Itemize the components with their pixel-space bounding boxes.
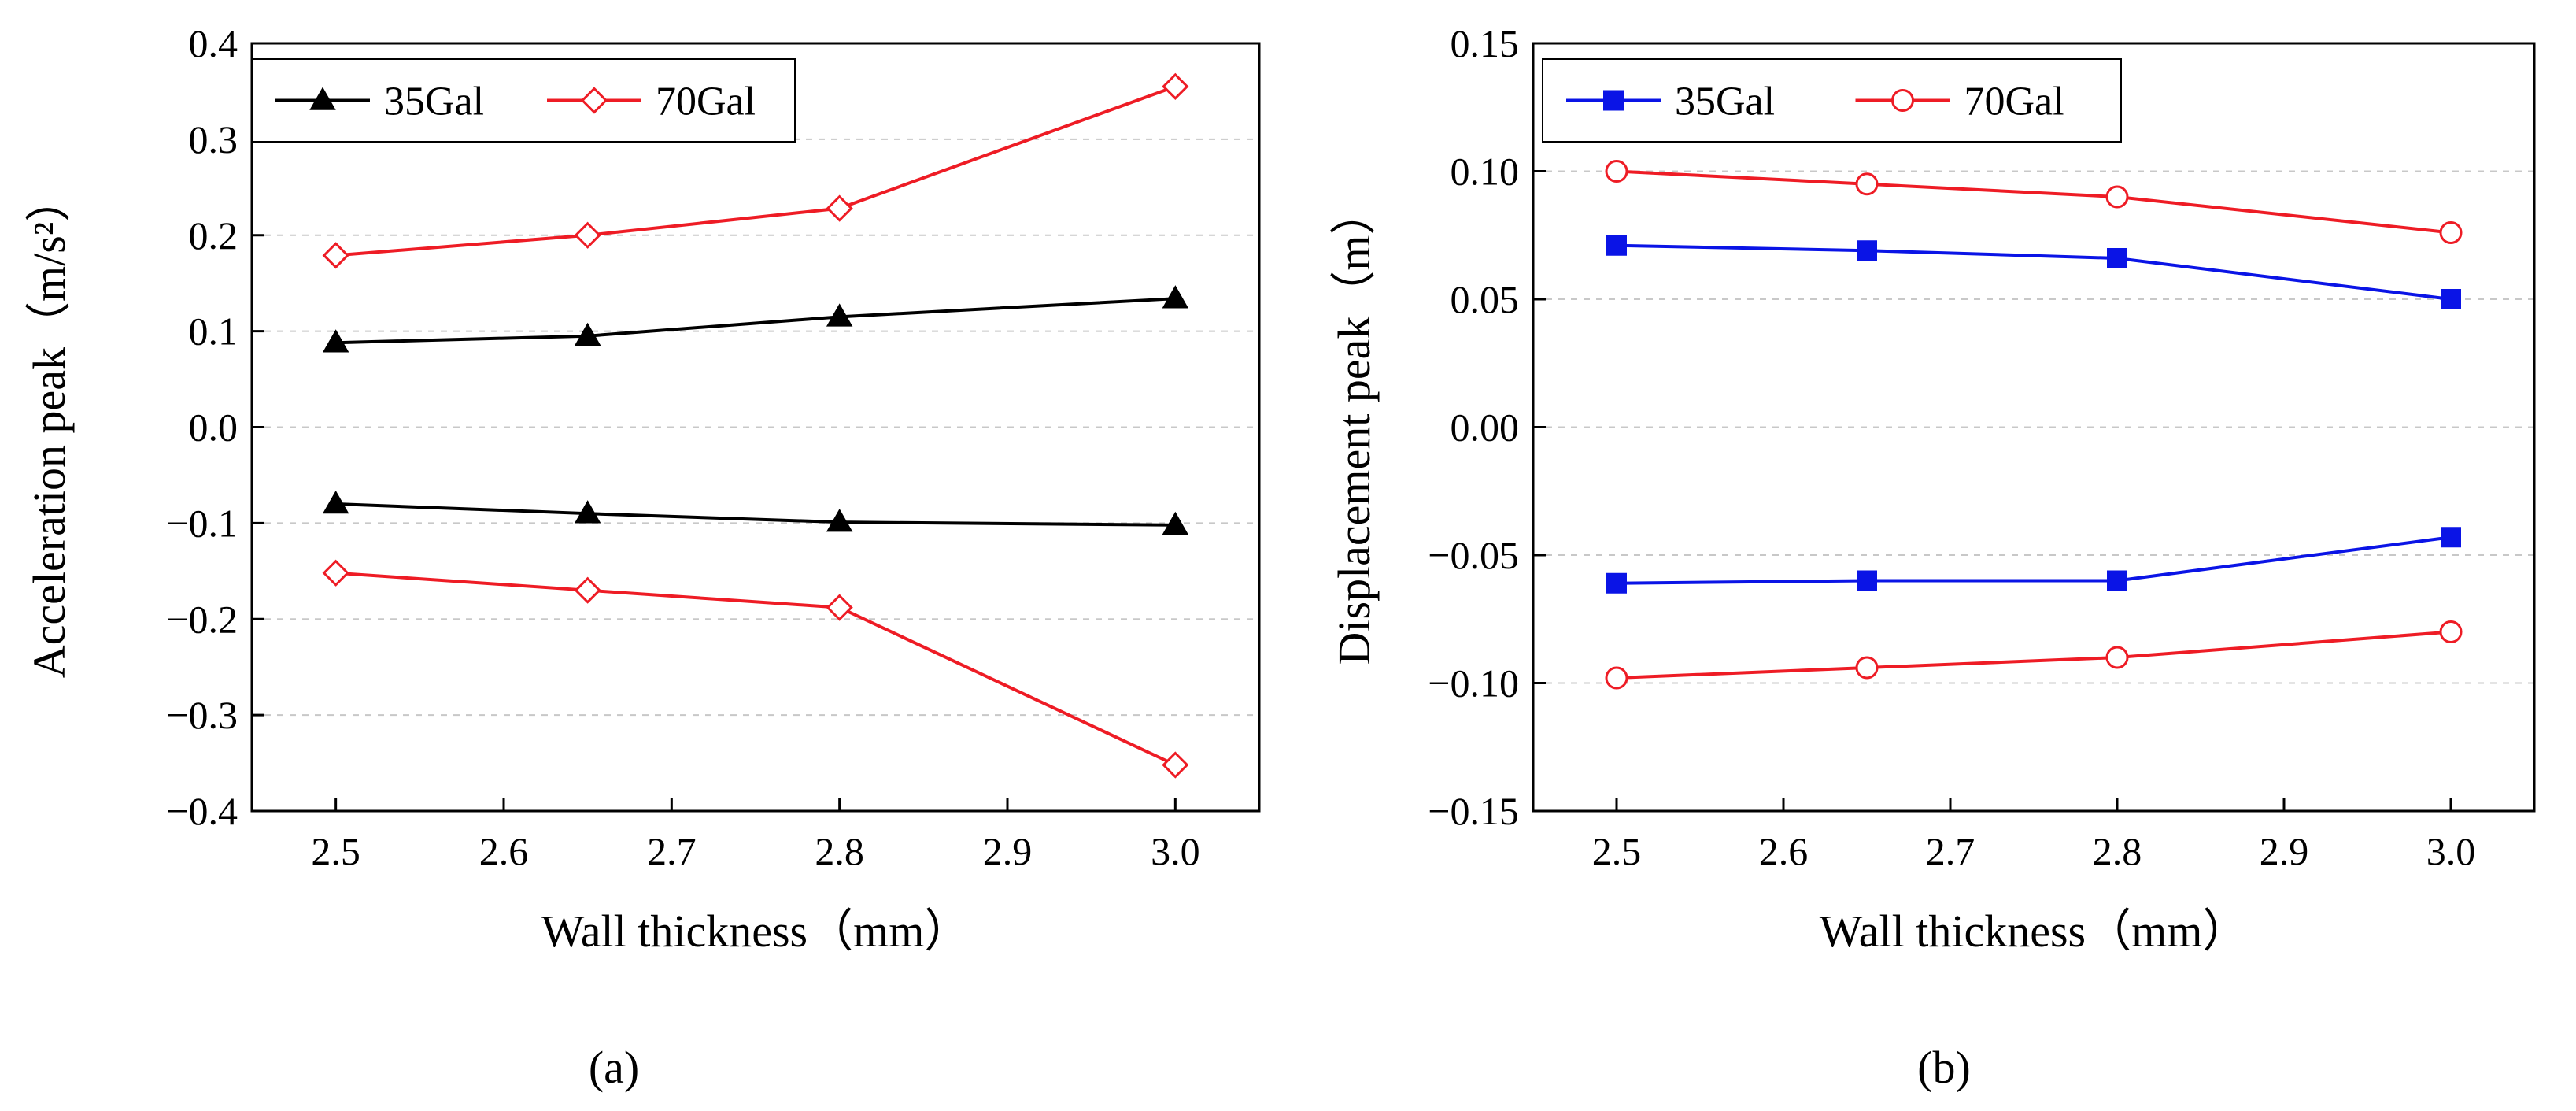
x-tick-label: 2.5 — [1592, 829, 1642, 873]
y-tick-label: 0.10 — [1451, 150, 1520, 194]
data-point — [322, 329, 349, 353]
data-point — [574, 221, 601, 249]
data-point — [1162, 285, 1189, 309]
y-tick-label: 0.1 — [189, 309, 238, 354]
data-point — [574, 576, 601, 604]
data-point — [1605, 160, 1628, 183]
x-axis-title: Wall thickness（mm） — [1820, 905, 2249, 957]
legend-marker — [1603, 90, 1624, 111]
legend: 35Gal 70Gal — [1542, 58, 2122, 143]
y-tick-label: −0.15 — [1428, 789, 1519, 833]
y-tick-label: −0.3 — [166, 693, 238, 737]
data-point — [2107, 570, 2127, 591]
data-point — [1606, 235, 1627, 256]
x-tick-label: 2.8 — [2093, 829, 2142, 873]
x-tick-label: 2.6 — [479, 829, 529, 873]
data-point — [2441, 527, 2461, 548]
series-line — [335, 571, 1177, 767]
y-tick-label: 0.15 — [1451, 21, 1520, 65]
series-line — [335, 84, 1177, 257]
y-tick-label: −0.05 — [1428, 533, 1519, 577]
y-tick-label: −0.1 — [166, 501, 238, 545]
legend-marker — [1891, 89, 1914, 112]
x-tick-label: 2.9 — [2260, 829, 2309, 873]
y-tick-label: −0.10 — [1428, 661, 1519, 705]
data-point — [574, 500, 601, 524]
legend-label: 35Gal — [1675, 80, 1775, 124]
series-70Gal-positive — [1605, 160, 2463, 244]
data-point — [322, 559, 349, 587]
legend-label: 35Gal — [384, 80, 484, 124]
data-point — [2439, 221, 2463, 244]
data-point — [1855, 656, 1879, 680]
x-axis-title: Wall thickness（mm） — [541, 905, 970, 957]
y-tick-label: 0.00 — [1451, 406, 1520, 450]
data-point — [2439, 620, 2463, 643]
data-point — [1605, 666, 1628, 690]
x-tick-label: 2.5 — [311, 829, 360, 873]
series-70Gal-positive — [322, 72, 1189, 269]
panel-label: (a) — [589, 1042, 639, 1093]
chart-panel-b: −0.15 −0.10 −0.05 0.00 0.05 0.10 0.15 2.5 2.6 2.7… — [1329, 21, 2536, 1093]
data-point — [2105, 646, 2129, 669]
series-35Gal-negative — [1606, 527, 2461, 594]
data-point — [1857, 240, 1877, 261]
data-point — [826, 509, 853, 532]
data-point — [1162, 72, 1189, 100]
data-point — [1162, 511, 1189, 535]
data-point — [322, 242, 349, 269]
series-line — [1616, 243, 2452, 301]
series-35Gal-positive — [322, 285, 1189, 353]
chart-panel-a: −0.4 −0.3 −0.2 −0.1 0.0 0.1 0.2 0.3 0.4 2.5 2.6 2.7… — [24, 21, 1261, 1093]
x-tick-label: 3.0 — [1151, 829, 1200, 873]
legend-label: 70Gal — [1964, 80, 2064, 124]
y-tick-label: 0.05 — [1451, 277, 1520, 321]
data-point — [1857, 570, 1877, 591]
x-tick-label: 2.6 — [1759, 829, 1809, 873]
series-70Gal-negative — [1605, 620, 2463, 690]
legend-label: 70Gal — [656, 80, 756, 124]
plot-frame — [1532, 42, 2536, 813]
y-tick-label: 0.2 — [189, 213, 238, 257]
data-point — [1606, 572, 1627, 594]
data-point — [1162, 751, 1189, 779]
series-line — [1616, 535, 2452, 585]
legend: 35Gal 70Gal — [251, 58, 796, 143]
data-point — [2441, 289, 2461, 309]
data-point — [322, 490, 349, 514]
x-tick-label: 2.9 — [983, 829, 1033, 873]
data-point — [826, 594, 853, 621]
x-tick-label: 2.7 — [1926, 829, 1975, 873]
data-point — [2107, 248, 2127, 268]
y-tick-label: 0.3 — [189, 117, 238, 161]
data-point — [826, 303, 853, 327]
data-point — [2105, 185, 2129, 209]
y-axis-title: Acceleration peak（m/s²） — [24, 176, 75, 678]
y-tick-label: −0.4 — [166, 789, 238, 833]
data-point — [826, 194, 853, 222]
y-tick-label: 0.0 — [189, 406, 238, 450]
series-70Gal-negative — [322, 559, 1189, 779]
legend-marker — [309, 87, 336, 110]
series-35Gal-positive — [1606, 235, 2461, 309]
series-line — [1616, 630, 2452, 680]
series-line — [335, 502, 1176, 527]
data-point — [1855, 172, 1879, 196]
x-tick-label: 3.0 — [2426, 829, 2476, 873]
y-axis-title: Displacement peak（m） — [1329, 190, 1380, 665]
y-tick-label: 0.4 — [189, 21, 238, 65]
data-point — [574, 322, 601, 346]
series-35Gal-negative — [322, 490, 1189, 535]
legend-marker — [580, 87, 608, 114]
y-tick-label: −0.2 — [166, 597, 238, 641]
x-tick-label: 2.8 — [815, 829, 864, 873]
x-tick-label: 2.7 — [647, 829, 697, 873]
series-line — [335, 297, 1176, 345]
series-line — [1616, 169, 2452, 235]
panel-label: (b) — [1917, 1042, 1971, 1093]
